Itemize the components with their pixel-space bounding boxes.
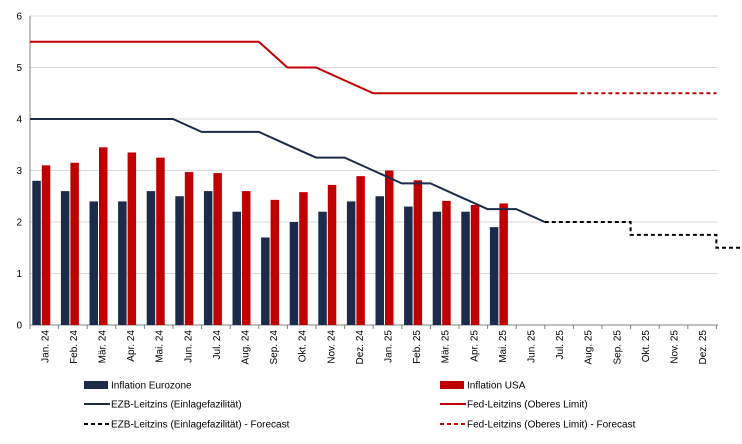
bar-eurozone: [346, 201, 356, 325]
bar-eurozone: [318, 211, 327, 325]
bar-usa: [127, 152, 137, 325]
bar-usa: [242, 191, 251, 325]
legend-label: Inflation USA: [467, 381, 526, 392]
x-tick-label: Mai. 25: [498, 330, 509, 363]
y-tick-label: 2: [16, 218, 22, 229]
series-line-1: [30, 40, 574, 95]
x-tick-label: Jul. 24: [212, 330, 223, 360]
x-tick-label: Aug. 25: [584, 330, 595, 365]
x-tick-label: Okt. 24: [298, 330, 309, 363]
x-tick-label: Mär. 25: [441, 330, 452, 364]
x-tick-label: Apr. 25: [469, 330, 480, 362]
bar-usa: [213, 173, 222, 325]
bar-eurozone: [175, 196, 184, 325]
bar-eurozone: [289, 222, 299, 325]
y-tick-label: 5: [16, 63, 22, 74]
series-line-0: [30, 118, 546, 223]
legend-label: Fed-Leitzins (Oberes Limit) - Forecast: [467, 420, 636, 431]
bar-usa: [70, 162, 79, 325]
bar-usa: [299, 192, 308, 325]
x-tick-label: Jan. 24: [40, 330, 51, 363]
x-tick-label: Jun. 24: [183, 330, 194, 363]
y-tick-label: 6: [16, 12, 22, 23]
series-line-2: [544, 221, 742, 249]
bar-usa: [499, 203, 508, 325]
x-tick-label: Jan. 25: [384, 330, 395, 363]
bar-usa: [99, 147, 108, 325]
bar-eurozone: [118, 201, 127, 325]
lines: [30, 40, 742, 249]
x-tick-label: Feb. 25: [412, 330, 423, 364]
bar-usa: [442, 200, 451, 325]
bar-usa: [356, 176, 365, 325]
bar-eurozone: [146, 191, 156, 325]
legend: Inflation Eurozone Inflation USA EZB-Leitz…: [84, 381, 636, 431]
bar-eurozone: [261, 237, 270, 325]
x-tick-label: Nov. 24: [326, 330, 337, 364]
bar-usa: [41, 165, 51, 325]
y-tick-label: 3: [16, 166, 22, 177]
x-tick-label: Dez. 24: [355, 330, 366, 365]
x-tick-label: Aug. 24: [241, 330, 252, 365]
bar-eurozone: [404, 206, 413, 325]
x-tick-label: Okt. 25: [641, 330, 652, 363]
bar-eurozone: [432, 211, 442, 325]
bar-usa: [470, 205, 480, 325]
bar-eurozone: [232, 211, 241, 325]
bar-eurozone: [32, 180, 41, 325]
legend-swatch: [440, 381, 464, 389]
axes: 0 1 2 3 4 5 6 Jan. 24 Feb. 24 Mär. 24 Apr. 24 Mai. …: [16, 12, 718, 365]
legend-label: Fed-Leitzins (Oberes Limit): [467, 400, 588, 411]
x-tick-label: Jul. 25: [555, 330, 566, 360]
bar-eurozone: [89, 201, 98, 325]
bar-usa: [184, 172, 194, 325]
bar-usa: [413, 180, 423, 325]
legend-swatch: [84, 381, 108, 389]
bars: [32, 147, 508, 325]
x-tick-label: Mär. 24: [98, 330, 109, 364]
bar-eurozone: [60, 191, 70, 325]
x-tick-label: Mai. 24: [155, 330, 166, 363]
legend-label: EZB-Leitzins (Einlagefazilität): [111, 400, 242, 411]
legend-label: Inflation Eurozone: [111, 381, 192, 392]
bar-usa: [327, 184, 337, 325]
y-tick-label: 0: [16, 321, 22, 332]
bar-usa: [270, 199, 280, 325]
bar-eurozone: [489, 227, 499, 325]
bar-eurozone: [203, 191, 213, 325]
x-tick-label: Feb. 24: [69, 330, 80, 364]
bar-usa: [385, 170, 394, 325]
x-tick-label: Jun. 25: [527, 330, 538, 363]
bar-eurozone: [461, 211, 470, 325]
x-tick-label: Apr. 24: [126, 330, 137, 362]
x-tick-label: Dez. 25: [698, 330, 709, 365]
bar-usa: [156, 157, 165, 325]
x-tick-label: Sep. 24: [269, 330, 280, 365]
y-tick-label: 4: [16, 115, 22, 126]
legend-label: EZB-Leitzins (Einlagefazilität) - Foreca…: [111, 420, 290, 431]
x-tick-label: Sep. 25: [612, 330, 623, 365]
bar-eurozone: [375, 196, 384, 325]
x-tick-label: Nov. 25: [670, 330, 681, 364]
y-tick-label: 1: [16, 269, 22, 280]
